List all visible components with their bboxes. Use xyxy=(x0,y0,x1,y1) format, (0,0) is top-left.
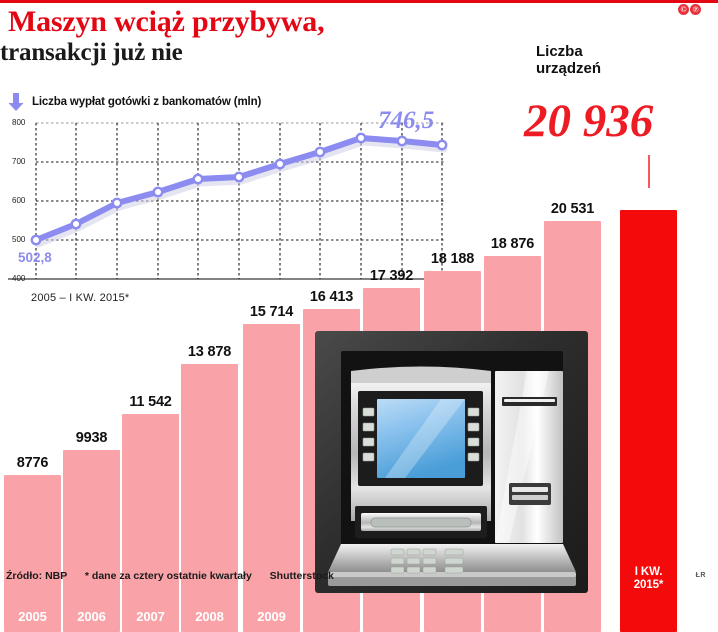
bar-value-label: 15 714 xyxy=(249,304,294,320)
copyright-logo: © ℗ xyxy=(678,4,701,15)
table-row: 13 878 2008 xyxy=(181,344,238,632)
svg-text:500: 500 xyxy=(12,235,26,244)
atm-cash-slot xyxy=(370,517,472,528)
bar-year-label-line1: I KW. xyxy=(634,566,663,578)
devices-label: Liczba urządzeń xyxy=(536,43,711,77)
copyright-icon: © xyxy=(678,4,689,15)
top-rule-divider xyxy=(0,0,718,3)
devices-total-value: 20 936 xyxy=(524,95,654,147)
bar-year-label: 2007 xyxy=(136,609,165,624)
atm-machine-illustration xyxy=(313,331,590,599)
atm-keypad xyxy=(390,548,464,574)
horizontal-gridlines xyxy=(36,122,444,241)
table-row: I KW. 2015* xyxy=(620,210,677,632)
down-arrow-icon xyxy=(8,92,24,112)
atm-softkeys-left xyxy=(362,407,375,462)
line-shadow xyxy=(34,138,448,248)
bar-value-label: 8776 xyxy=(16,455,49,471)
photo-credit-label: Shutterstock xyxy=(269,570,334,582)
bar-rect-highlight xyxy=(620,210,677,632)
page-subtitle: transakcji już nie xyxy=(0,39,183,66)
bar-value-label: 9938 xyxy=(75,430,108,446)
bar-value-label: 11 542 xyxy=(129,394,172,410)
atm-screen-glare xyxy=(385,399,465,478)
bar-value-label: 20 531 xyxy=(550,201,595,217)
cash-withdrawals-line-chart: 800 700 600 500 400 xyxy=(8,114,448,292)
table-row: 8776 2005 xyxy=(4,455,61,632)
bar-rect xyxy=(4,475,61,632)
svg-text:400: 400 xyxy=(12,274,26,283)
bar-year-label: 2005 xyxy=(18,609,47,624)
bar-value-label: 13 878 xyxy=(187,344,232,360)
page-title: Maszyn wciąż przybywa, xyxy=(8,5,325,38)
red-bar-stem xyxy=(648,155,650,188)
bar-year-label: 2006 xyxy=(77,609,106,624)
line-data-markers xyxy=(30,132,448,246)
footer: Źródło: NBP * dane za cztery ostatnie kw… xyxy=(6,570,334,582)
bar-value-label: 18 876 xyxy=(490,236,535,252)
atm-softkeys-right xyxy=(467,407,480,462)
legend-label: Liczba wypłat gotówki z bankomatów (mln) xyxy=(32,96,262,108)
devices-label-line1: Liczba xyxy=(536,43,583,60)
bar-rect xyxy=(63,450,120,632)
svg-text:700: 700 xyxy=(12,157,26,166)
vertical-gridlines xyxy=(35,123,443,279)
source-label: Źródło: NBP xyxy=(6,570,68,582)
legend: Liczba wypłat gotówki z bankomatów (mln) xyxy=(8,92,261,112)
bar-year-label: 2008 xyxy=(195,609,224,624)
bar-year-label-line2: 2015* xyxy=(633,579,664,591)
svg-text:600: 600 xyxy=(12,196,26,205)
bar-rect xyxy=(243,324,300,632)
author-credit: ŁR xyxy=(695,572,706,579)
bar-rect xyxy=(122,414,179,632)
devices-label-line2: urządzeń xyxy=(536,60,602,77)
line-start-value-label: 502,8 xyxy=(18,250,52,265)
bar-year-label: 2009 xyxy=(257,609,286,624)
bar-rect xyxy=(181,364,238,632)
y-axis-tick-labels: 800 700 600 500 400 xyxy=(12,118,26,283)
line-chart-svg: 800 700 600 500 400 xyxy=(8,118,448,283)
table-row: 15 714 2009 xyxy=(243,304,300,632)
bar-year-label: I KW. 2015* xyxy=(634,566,664,592)
line-end-value-label: 746,5 xyxy=(378,107,435,134)
svg-text:800: 800 xyxy=(12,118,26,127)
table-row: 11 542 2007 xyxy=(122,394,179,632)
atm-screen xyxy=(377,399,465,478)
atm-receipt-printer xyxy=(509,483,551,505)
x-axis-range-label: 2005 – I KW. 2015* xyxy=(31,292,130,304)
footnote-label: * dane za cztery ostatnie kwartały xyxy=(84,570,252,582)
table-row: 9938 2006 xyxy=(63,430,120,632)
phonogram-icon: ℗ xyxy=(690,4,701,15)
